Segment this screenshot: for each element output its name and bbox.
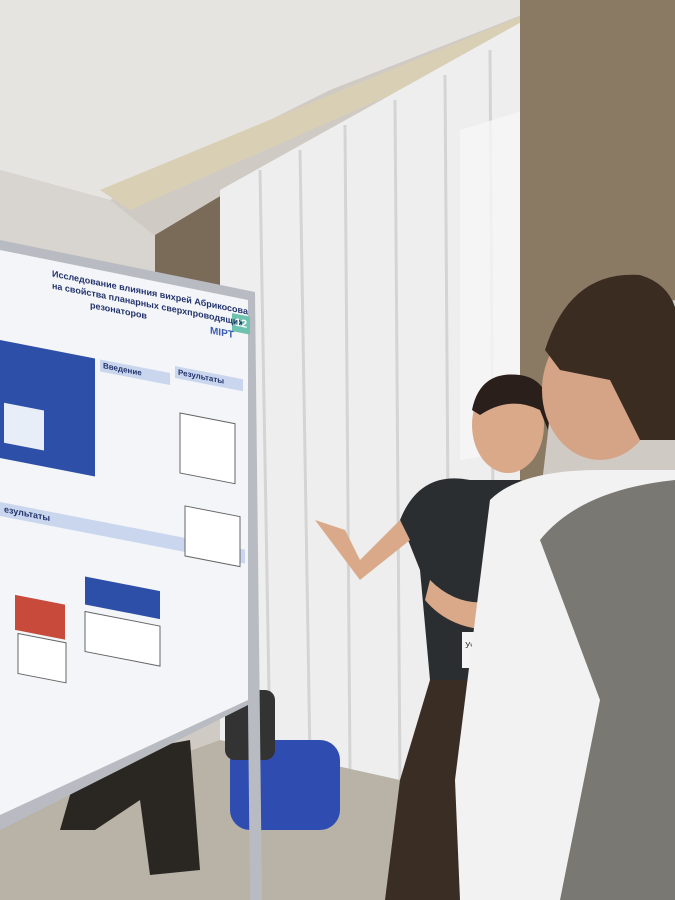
- poster-plot: [184, 505, 241, 568]
- ceiling: [0, 0, 560, 200]
- poster-number: 12: [235, 317, 247, 331]
- poster-logo: MIPT: [210, 326, 235, 342]
- student-hair: [545, 274, 675, 440]
- poster-plot: [17, 632, 67, 684]
- window-light: [460, 110, 525, 460]
- poster-content: Исследование влияния вихрей Абрикосова н…: [0, 269, 250, 684]
- section-bar: [175, 366, 243, 392]
- ceiling-trim: [100, 0, 560, 210]
- section-bar: [100, 359, 170, 386]
- poster-plot: [85, 576, 160, 620]
- student-vest: [540, 480, 675, 900]
- section-bar: [0, 502, 245, 564]
- presenter-hand: [315, 520, 410, 580]
- curtain-right: [520, 0, 675, 500]
- poster-inset: [4, 402, 44, 451]
- poster-plot: [84, 610, 161, 667]
- poster-plot: [179, 412, 236, 485]
- presenter-hair: [472, 374, 550, 430]
- number-box: [232, 313, 250, 335]
- poster-plot: [15, 594, 65, 640]
